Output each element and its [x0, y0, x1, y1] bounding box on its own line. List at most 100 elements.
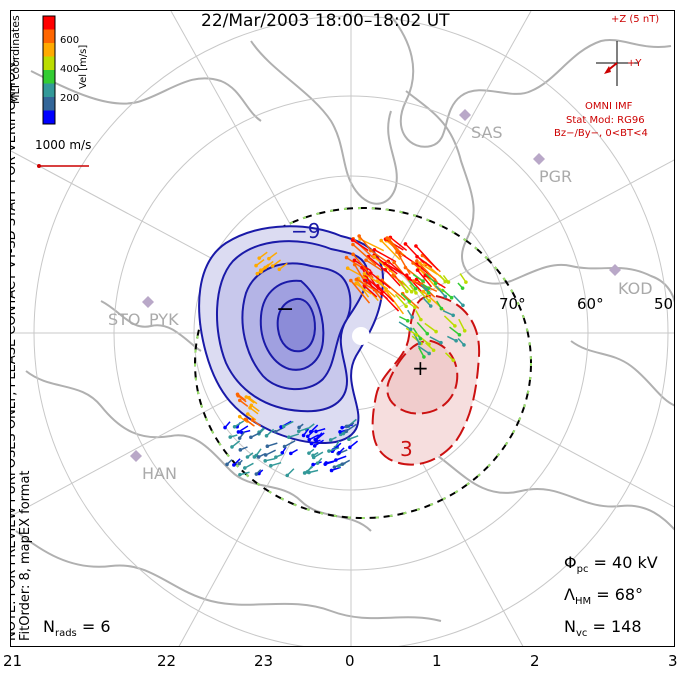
velocity-vector-origin [418, 261, 422, 265]
mlt-tick-3: 3 [668, 652, 678, 670]
velocity-vector-origin [256, 455, 261, 459]
velocity-vector-origin [421, 289, 426, 294]
velocity-vector-origin [315, 461, 320, 465]
velocity-vector-origin [415, 259, 419, 263]
velocity-vector-origin [460, 286, 465, 290]
velocity-vector-origin [235, 392, 240, 397]
velocity-vector-origin [454, 338, 458, 343]
velocity-vector-origin [255, 271, 260, 276]
velocity-vector [381, 279, 406, 301]
velocity-vector-origin [302, 471, 307, 475]
velocity-vector [234, 420, 245, 428]
velocity-vector [394, 293, 407, 307]
velocity-vector [417, 288, 430, 302]
mlt-tick-23: 23 [254, 652, 274, 670]
velocity-vector-origin [426, 291, 431, 295]
velocity-vector [458, 318, 466, 332]
velocity-vector-origin [324, 461, 328, 465]
velocity-vector-origin [434, 329, 438, 334]
velocity-vector-origin [309, 441, 314, 446]
velocity-vector-origin [296, 429, 301, 434]
reference-vector-label: 1000 m/s [35, 138, 92, 152]
velocity-vector [356, 278, 381, 294]
negative-cell [198, 225, 385, 444]
velocity-vector-origin [415, 254, 419, 259]
velocity-vector-origin [427, 351, 431, 356]
velocity-vector [352, 239, 369, 252]
imf-model: Stat Mod: RG96 [566, 115, 645, 126]
velocity-vector-origin [223, 425, 227, 430]
velocity-vector [365, 259, 383, 272]
velocity-vector-origin [409, 289, 414, 294]
velocity-vector [417, 345, 430, 355]
velocity-vector-origin [245, 455, 250, 459]
velocity-vector-origin [301, 433, 306, 438]
colorbar-segment [43, 16, 55, 30]
positive-cell [371, 294, 481, 466]
velocity-vector-origin [340, 425, 344, 430]
velocity-vector-origin [351, 242, 355, 247]
velocity-vector [424, 322, 437, 333]
velocity-vector-origin [407, 276, 412, 281]
velocity-vector [415, 245, 439, 271]
station-sto: STO [108, 310, 141, 329]
velocity-vector-origin [414, 333, 419, 337]
velocity-vector [326, 459, 337, 464]
velocity-vector-origin [341, 431, 346, 436]
velocity-vector-origin [338, 430, 342, 434]
velocity-vector-origin [250, 418, 255, 422]
velocity-vector-origin [238, 472, 242, 477]
station-markers [130, 109, 621, 462]
velocity-vector-origin [263, 459, 268, 463]
velocity-vector [352, 243, 377, 266]
velocity-vector [347, 267, 371, 281]
velocity-vector-origin [269, 463, 273, 468]
velocity-vector-origin [451, 313, 455, 318]
imf-y-label: +Y [627, 58, 642, 69]
velocity-vector-origin [267, 256, 271, 261]
velocity-vector [345, 423, 357, 432]
station-pgr: PGR [539, 167, 573, 186]
velocity-vector-origin [237, 436, 242, 440]
velocity-vector-origin [344, 424, 349, 429]
velocity-vector-origin [403, 242, 408, 246]
velocity-vector [398, 280, 408, 292]
velocity-vector [425, 342, 435, 351]
velocity-vector [386, 237, 402, 258]
velocity-vector [416, 256, 433, 268]
hm-boundary-latitude: ΛHM = 68° [564, 585, 644, 608]
velocity-vector-origin [307, 470, 311, 475]
velocity-vector-origin [404, 304, 408, 309]
velocity-vector-origin [417, 341, 422, 346]
velocity-vector-origin [286, 435, 291, 439]
vector-count: Nvc = 148 [564, 617, 642, 640]
velocity-vector [350, 280, 371, 304]
station-han: HAN [142, 464, 177, 483]
velocity-vector-origin [424, 287, 429, 292]
fit-order-note: FitOrder: 8, mapEX format [18, 470, 33, 641]
velocity-vector-origin [357, 234, 361, 238]
velocity-vector-origin [289, 451, 293, 456]
velocity-vector-origin [414, 291, 418, 295]
velocity-vector [425, 273, 437, 284]
velocity-vector-origin [265, 444, 270, 448]
velocity-vector-origin [232, 463, 236, 467]
velocity-vector-origin [418, 336, 423, 341]
velocity-vector-origin [225, 462, 229, 467]
velocity-vector [449, 326, 460, 336]
velocity-vector [363, 285, 378, 298]
velocity-vector-origin [431, 348, 436, 353]
velocity-vector [367, 256, 390, 275]
velocity-vector [363, 273, 389, 290]
mlt-tick-0: 0 [345, 652, 355, 670]
velocity-vector-origin [351, 252, 355, 257]
velocity-vector-origin [392, 260, 396, 265]
velocity-vector-origin [413, 286, 418, 291]
velocity-vector-origin [327, 449, 331, 453]
cross-polar-potential: Φpc = 40 kV [564, 553, 658, 576]
velocity-vector [401, 280, 413, 293]
velocity-vector [374, 249, 397, 263]
colorbar-segment [43, 97, 55, 111]
velocity-vector-origin [270, 264, 275, 268]
velocity-vector-origin [328, 438, 333, 442]
